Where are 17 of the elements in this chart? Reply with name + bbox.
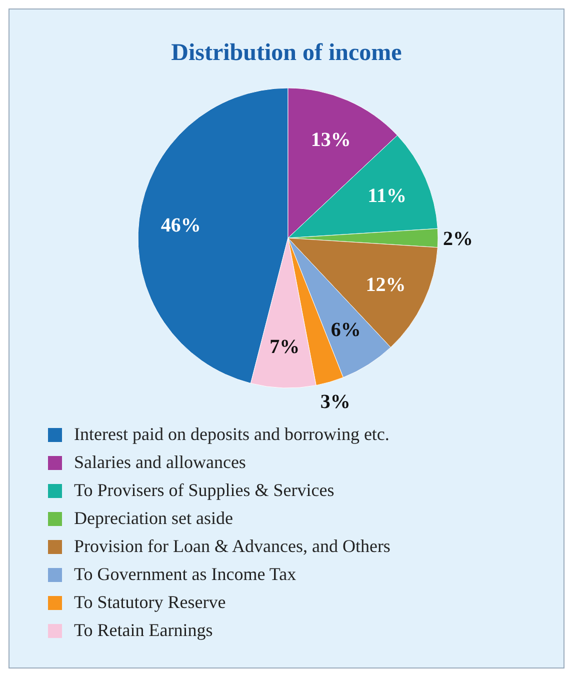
legend-label: Interest paid on deposits and borrowing etc. [74,424,390,444]
data-label: 3% [320,391,350,414]
legend-label: To Statutory Reserve [74,592,226,612]
legend-label: To Provisers of Supplies & Services [74,480,334,500]
chart-title: Distribution of income [171,40,402,66]
data-label: 6% [330,319,361,342]
legend-label: To Government as Income Tax [74,564,296,584]
data-label: 46% [160,214,201,236]
legend-label: Depreciation set aside [74,508,233,528]
legend-label: To Retain Earnings [74,620,213,640]
legend-label: Salaries and allowances [74,452,246,472]
data-label: 11% [368,185,407,208]
data-label: 12% [366,274,406,296]
legend-label: Provision for Loan & Advances, and Others [74,536,390,556]
data-label: 2% [443,228,473,250]
data-label: 7% [270,336,300,358]
data-label: 13% [310,128,351,151]
